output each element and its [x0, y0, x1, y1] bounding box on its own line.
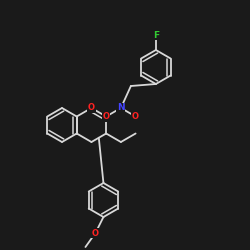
Text: O: O — [132, 112, 139, 121]
Text: O: O — [92, 228, 99, 237]
Text: O: O — [103, 112, 110, 121]
Text: N: N — [117, 104, 125, 112]
Text: F: F — [153, 30, 159, 40]
Text: O: O — [88, 104, 95, 112]
